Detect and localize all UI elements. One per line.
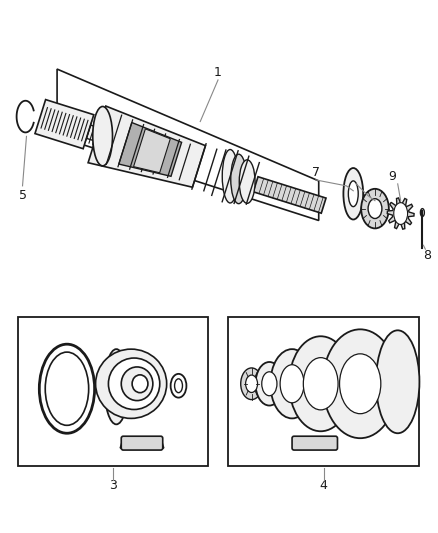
Text: 9: 9 bbox=[388, 171, 396, 183]
Ellipse shape bbox=[95, 349, 167, 418]
Polygon shape bbox=[387, 198, 414, 229]
FancyBboxPatch shape bbox=[292, 436, 337, 450]
Polygon shape bbox=[119, 123, 182, 176]
Ellipse shape bbox=[348, 181, 358, 207]
Ellipse shape bbox=[289, 336, 352, 431]
Bar bbox=[18, 318, 208, 466]
Polygon shape bbox=[88, 106, 205, 187]
Ellipse shape bbox=[132, 375, 148, 393]
Ellipse shape bbox=[394, 203, 408, 224]
Text: 1: 1 bbox=[214, 66, 222, 78]
Text: 7: 7 bbox=[312, 166, 320, 180]
Polygon shape bbox=[134, 129, 170, 173]
Ellipse shape bbox=[231, 154, 247, 204]
Ellipse shape bbox=[171, 374, 187, 398]
FancyBboxPatch shape bbox=[121, 436, 163, 450]
Bar bbox=[228, 318, 420, 466]
Polygon shape bbox=[35, 100, 94, 149]
Ellipse shape bbox=[222, 150, 238, 203]
Polygon shape bbox=[253, 177, 326, 213]
Ellipse shape bbox=[241, 368, 262, 400]
Ellipse shape bbox=[323, 329, 398, 438]
Ellipse shape bbox=[39, 344, 95, 433]
Text: 8: 8 bbox=[423, 248, 431, 262]
Text: 4: 4 bbox=[320, 479, 328, 492]
Ellipse shape bbox=[109, 358, 160, 409]
Ellipse shape bbox=[239, 160, 255, 204]
Ellipse shape bbox=[339, 354, 381, 414]
Ellipse shape bbox=[255, 362, 283, 406]
Ellipse shape bbox=[270, 349, 314, 418]
Ellipse shape bbox=[376, 330, 420, 433]
Ellipse shape bbox=[246, 375, 258, 392]
Text: 6: 6 bbox=[346, 172, 354, 185]
Ellipse shape bbox=[175, 379, 183, 393]
Text: 5: 5 bbox=[18, 189, 27, 202]
Ellipse shape bbox=[280, 365, 304, 403]
Ellipse shape bbox=[343, 168, 363, 220]
Text: 3: 3 bbox=[110, 479, 117, 492]
Ellipse shape bbox=[121, 367, 153, 401]
Ellipse shape bbox=[361, 189, 389, 229]
Ellipse shape bbox=[304, 358, 338, 410]
Polygon shape bbox=[120, 438, 164, 448]
Ellipse shape bbox=[368, 199, 382, 219]
Polygon shape bbox=[86, 125, 198, 172]
Ellipse shape bbox=[93, 107, 113, 166]
Ellipse shape bbox=[262, 372, 277, 395]
Ellipse shape bbox=[105, 349, 128, 424]
Ellipse shape bbox=[45, 352, 88, 425]
